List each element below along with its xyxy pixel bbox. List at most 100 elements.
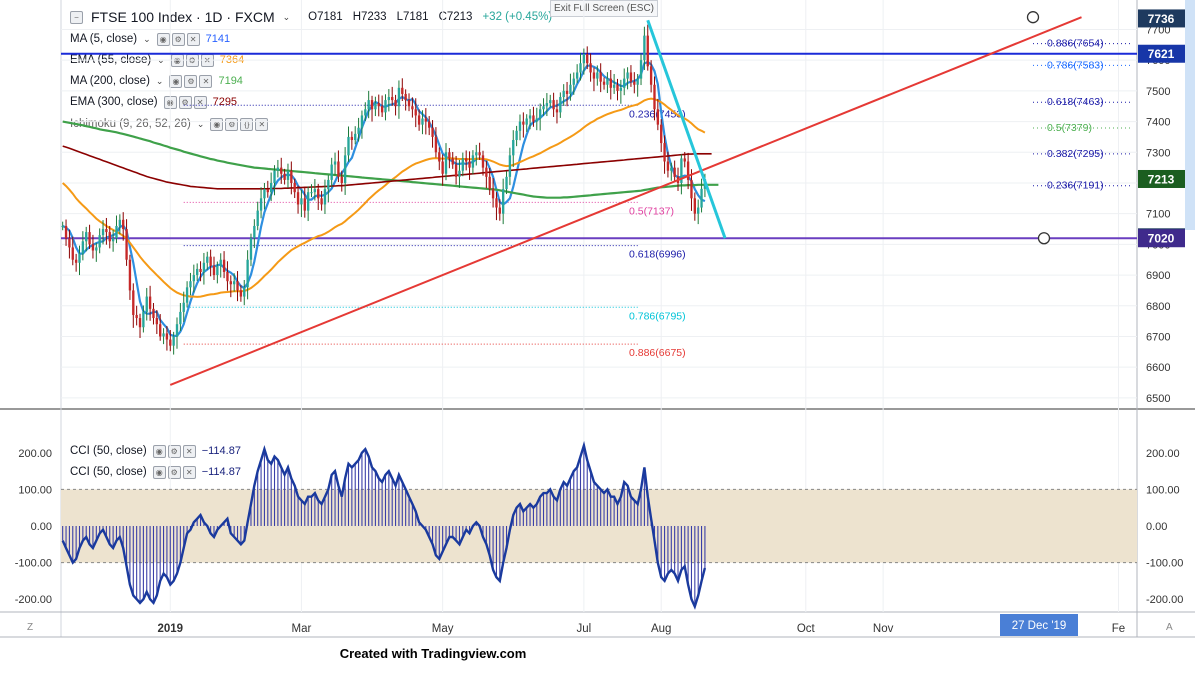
- eye-icon[interactable]: ◉: [152, 465, 166, 479]
- legend-controls[interactable]: ◉ ⚙ ✕: [170, 53, 214, 67]
- candle-body: [549, 100, 552, 104]
- candle-body: [64, 225, 68, 239]
- candle-body: [330, 164, 333, 180]
- chevron-down-icon[interactable]: ⌄: [157, 55, 165, 65]
- candle-body: [236, 281, 239, 291]
- candle-body: [424, 118, 428, 122]
- price-badge-label: 7023: [1148, 231, 1175, 245]
- candle-body: [495, 198, 498, 208]
- candle-body: [461, 158, 464, 171]
- candle-body: [431, 127, 434, 137]
- chevron-down-icon[interactable]: ⌄: [196, 119, 205, 129]
- candle-body: [192, 275, 195, 282]
- candle-body: [293, 182, 296, 193]
- candle-body: [697, 207, 700, 214]
- legend-cci-2[interactable]: CCI (50, close) ◉ ⚙ ✕ −114.87: [70, 464, 241, 480]
- chevron-down-icon[interactable]: ⌄: [155, 76, 164, 86]
- chevron-down-icon[interactable]: ⌄: [282, 11, 291, 22]
- legend-ichimoku[interactable]: Ichimoku (9, 26, 52, 26) ⌄ ◉ ⚙{} ✕: [70, 116, 269, 132]
- fib-label: 0.618(6996): [629, 249, 686, 261]
- time-tick-label: Jul: [577, 623, 592, 635]
- zoom-reset-button[interactable]: Z: [27, 622, 34, 633]
- auto-scale-button[interactable]: A: [1166, 622, 1173, 633]
- chart-header: − FTSE 100 Index · 1D · FXCM ⌄ O7181 H72…: [70, 9, 552, 25]
- close-icon[interactable]: ✕: [186, 32, 200, 46]
- legend-controls[interactable]: ◉ ⚙ ✕: [152, 444, 196, 458]
- candle-body: [501, 189, 505, 214]
- candle-body: [700, 188, 703, 208]
- candle-body: [296, 192, 300, 205]
- exit-fullscreen-button[interactable]: Exit Full Screen (ESC): [550, 0, 658, 17]
- price-badge-label: 7020: [1148, 232, 1175, 246]
- legend-ema55[interactable]: EMA (55, close) ⌄ ◉ ⚙ ✕ 7364: [70, 52, 244, 68]
- legend-ma200[interactable]: MA (200, close) ⌄ ◉ ⚙ ✕ 7194: [70, 73, 243, 89]
- settings-icon[interactable]: ⚙: [184, 74, 198, 88]
- price-badge: [1138, 169, 1185, 188]
- candle-body: [596, 72, 599, 79]
- candle-body: [666, 161, 670, 171]
- settings-icon[interactable]: ⚙: [167, 444, 181, 458]
- legend-controls[interactable]: ◉ ⚙ ✕: [156, 32, 200, 46]
- legend-controls[interactable]: ◉ ⚙ ✕: [152, 465, 196, 479]
- candle-body: [703, 178, 707, 189]
- candle-body: [377, 103, 380, 107]
- settings-icon[interactable]: ⚙: [225, 117, 239, 131]
- settings-icon[interactable]: ⚙: [167, 465, 181, 479]
- candle-body: [206, 256, 209, 263]
- settings-icon[interactable]: ⚙: [178, 95, 192, 109]
- candle-body: [660, 124, 663, 144]
- candle-body: [428, 121, 431, 128]
- candle-body: [414, 109, 417, 116]
- legend-controls[interactable]: ◉ ⚙ ✕: [169, 74, 213, 88]
- candle-body: [454, 164, 458, 177]
- price-badge-label: 7621: [1148, 47, 1175, 61]
- settings-icon[interactable]: ⚙: [171, 32, 185, 46]
- candle-body: [636, 78, 639, 85]
- candle-body: [95, 247, 98, 251]
- close-icon[interactable]: ✕: [200, 53, 214, 67]
- symbol-title[interactable]: FTSE 100 Index · 1D · FXCM: [91, 9, 275, 25]
- candle-body: [606, 78, 609, 85]
- close-icon[interactable]: ✕: [255, 117, 269, 131]
- legend-controls[interactable]: ◉ ⚙{} ✕: [210, 117, 269, 131]
- cci-tick-label-left: -200.00: [15, 594, 52, 606]
- candle-body: [676, 176, 680, 183]
- legend-value: 7364: [219, 54, 245, 66]
- chevron-down-icon[interactable]: ⌄: [143, 34, 151, 44]
- close-icon[interactable]: ✕: [182, 465, 196, 479]
- candle-body: [276, 167, 280, 171]
- price-tick-label: 7600: [1146, 55, 1170, 67]
- eye-icon[interactable]: ◉: [152, 444, 166, 458]
- candle-body: [320, 198, 323, 205]
- eye-icon[interactable]: ◉: [210, 117, 224, 131]
- collapse-icon[interactable]: −: [70, 10, 83, 24]
- legend-ma5[interactable]: MA (5, close) ⌄ ◉ ⚙ ✕ 7141: [70, 31, 230, 47]
- candle-body: [562, 90, 565, 98]
- candle-body: [478, 152, 481, 156]
- legend-label: CCI (50, close): [70, 466, 147, 478]
- settings-icon[interactable]: ⚙: [185, 53, 199, 67]
- legend-controls[interactable]: ◉ ⚙ ✕: [163, 95, 207, 109]
- close-icon[interactable]: ✕: [193, 95, 207, 109]
- candle-body: [71, 247, 74, 260]
- legend-ema300[interactable]: EMA (300, close) ◉ ⚙ ✕ 7295: [70, 94, 237, 110]
- candle-body: [508, 155, 512, 177]
- candle-body: [78, 253, 81, 263]
- eye-icon[interactable]: ◉: [163, 95, 177, 109]
- candle-body: [169, 339, 172, 346]
- candle-body: [670, 167, 673, 171]
- close-icon[interactable]: ✕: [182, 444, 196, 458]
- open-value: O7181: [308, 11, 343, 23]
- candle-body: [505, 176, 508, 190]
- candle-body: [122, 219, 125, 230]
- close-icon[interactable]: ✕: [199, 74, 213, 88]
- candle-body: [639, 60, 643, 79]
- eye-icon[interactable]: ◉: [170, 53, 184, 67]
- fib-label: 0.786(7583): [1047, 59, 1104, 71]
- braces-icon[interactable]: {}: [240, 117, 254, 131]
- legend-cci-1[interactable]: CCI (50, close) ◉ ⚙ ✕ −114.87: [70, 443, 241, 459]
- candle-body: [263, 189, 266, 199]
- eye-icon[interactable]: ◉: [169, 74, 183, 88]
- cci-tick-label-left: 0.00: [31, 521, 52, 533]
- eye-icon[interactable]: ◉: [156, 32, 170, 46]
